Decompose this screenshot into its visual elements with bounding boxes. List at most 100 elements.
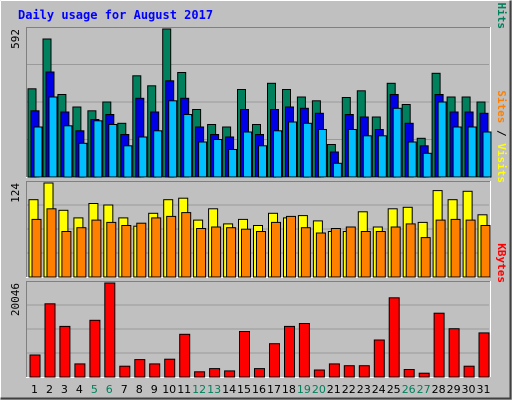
sites-bar [450,218,461,278]
kbytes-bar [119,365,131,378]
day-label: 12 [192,383,206,396]
sites-bar [181,212,192,278]
kbytes-max-label: 20046 [9,283,22,316]
day-label: 15 [237,383,251,396]
day-label: 17 [267,383,281,396]
kbytes-bar [373,339,385,378]
day-label: 6 [106,383,113,396]
pages-bar [78,142,88,178]
pages-bar [288,121,297,178]
pages-bar [347,129,357,178]
kbytes-panel: 20046 KBytes [9,243,508,378]
day-label: 25 [387,383,401,396]
sites-bar [106,221,117,278]
pages-bar [437,101,447,178]
kbytes-bar [298,323,310,378]
day-label: 22 [342,383,356,396]
kbytes-bar [209,368,221,378]
day-label: 30 [462,383,476,396]
pages-bar [482,131,492,178]
pages-bar [302,122,312,178]
usage-legend-part: / [495,0,508,3]
visits-legend-part: Visits [495,143,508,183]
day-label: 19 [297,383,311,396]
kbytes-bar [328,363,340,378]
sites-bar [76,227,87,278]
day-label: 7 [121,383,128,396]
sites-bar [420,237,431,278]
day-label: 4 [76,383,83,396]
kbytes-bar [104,282,116,378]
pages-bar [168,100,178,178]
day-label: 11 [177,383,191,396]
sites-bar [226,227,237,278]
pages-bar [243,131,252,178]
day-label: 18 [282,383,296,396]
sites-bar [271,221,281,278]
kbytes-bar [433,312,445,378]
kbytes-bar [134,359,146,378]
day-label: 26 [402,383,416,396]
day-label: 9 [151,383,158,396]
visits-panel: 124 Sites / Visits [9,90,508,278]
kbytes-bar [59,325,71,378]
pages-bar [377,135,387,178]
kbytes-bar [224,370,236,378]
kbytes-bar [74,363,86,378]
pages-bar [63,125,73,178]
pages-bar [123,145,133,178]
kbytes-bar [89,319,101,378]
sites-bar [46,208,57,278]
day-label: 20 [312,383,326,396]
visits-legend: Sites / Visits [495,90,508,183]
kbytes-legend: KBytes [495,243,508,283]
pages-bar [258,145,267,178]
day-label: 8 [136,383,143,396]
kbytes-bar [463,365,475,378]
kbytes-bar [254,368,265,378]
kbytes-legend-part: KBytes [495,243,508,283]
pages-bar [48,96,58,178]
kbytes-bar [358,365,370,378]
kbytes-bar [478,332,490,378]
day-label: 29 [447,383,461,396]
usage-legend-part: Hits [495,3,508,30]
sites-bar [256,231,266,278]
kbytes-bar [284,325,295,378]
sites-bar [31,218,42,278]
day-label: 14 [222,383,236,396]
pages-bar [467,126,477,178]
usage-panel: 592 Pages / Files / Hits [9,0,508,178]
sites-bar [286,215,296,278]
kbytes-bar [149,363,161,378]
day-label: 24 [372,383,386,396]
pages-bar [33,126,43,178]
pages-bar [452,126,462,178]
sites-bar [375,231,386,278]
usage-legend: Pages / Files / Hits [495,0,508,29]
sites-bar [121,225,132,278]
day-label: 21 [327,383,341,396]
visits-legend-part: / [495,123,508,143]
sites-bar [61,231,72,278]
day-label: 10 [162,383,176,396]
sites-bar [91,219,102,278]
sites-bar [480,225,491,278]
sites-bar [330,228,341,278]
chart-title: Daily usage for August 2017 [18,8,213,22]
sites-bar [166,215,177,278]
sites-bar [405,223,416,278]
pages-bar [332,162,342,178]
sites-bar [211,226,222,278]
pages-bar [228,149,238,178]
sites-bar [315,232,326,278]
sites-bar [390,226,401,278]
sites-bar [360,231,371,278]
day-label: 28 [432,383,446,396]
kbytes-bar [44,303,56,378]
pages-bar [273,130,282,178]
sites-bar [151,217,162,278]
pages-bar [392,107,402,178]
pages-bar [153,130,163,178]
pages-bar [362,135,372,178]
